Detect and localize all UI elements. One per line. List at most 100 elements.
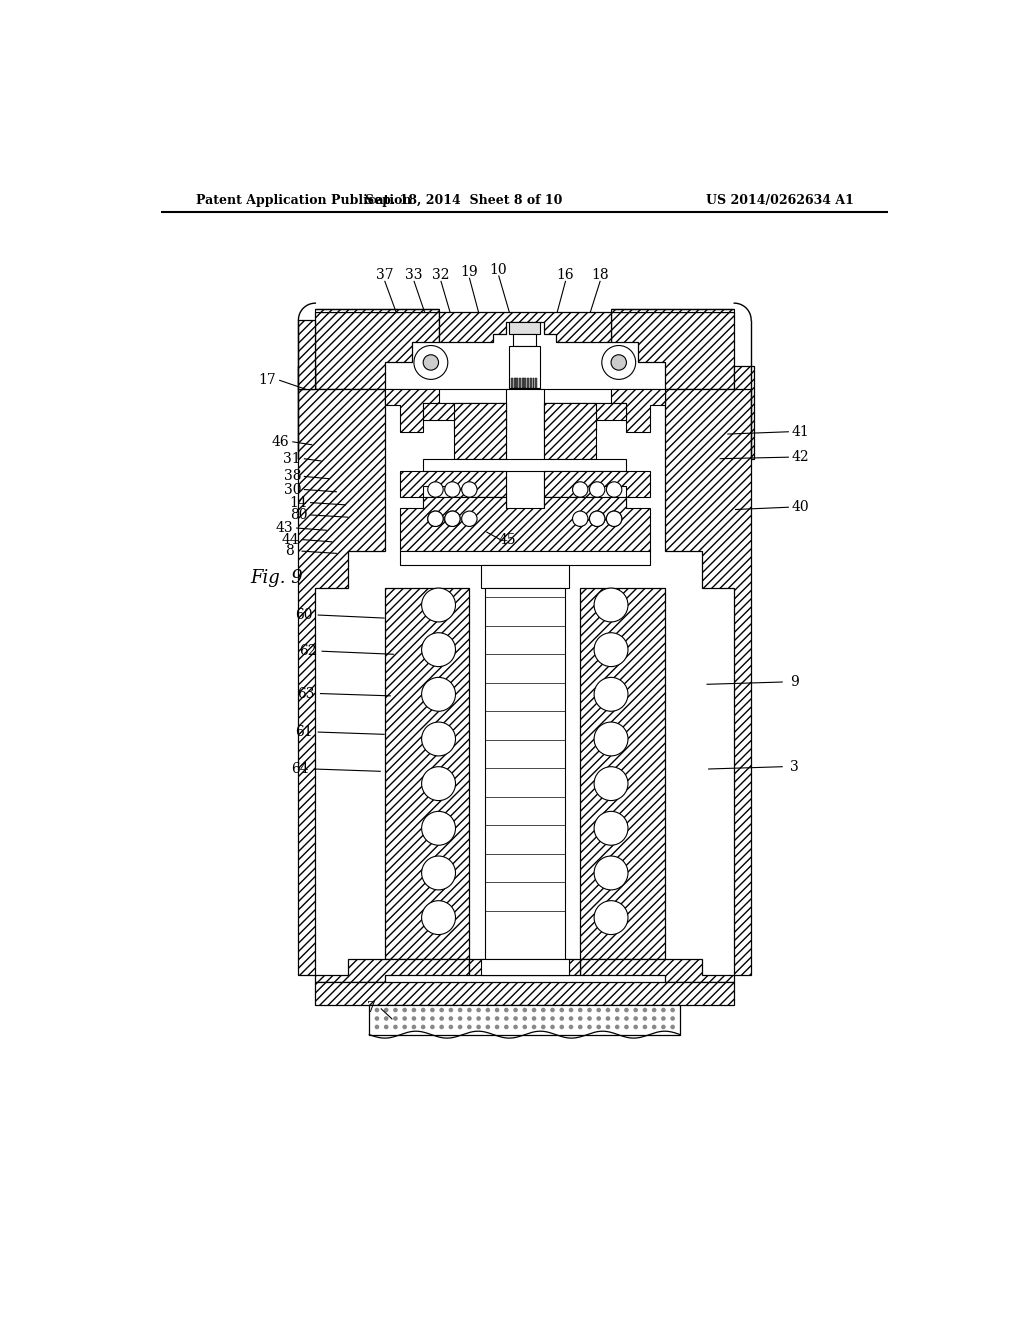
Bar [513, 334, 537, 346]
Circle shape [476, 1016, 481, 1020]
Circle shape [476, 1007, 481, 1012]
Circle shape [531, 1016, 537, 1020]
Circle shape [587, 1016, 592, 1020]
Circle shape [375, 1024, 379, 1030]
Circle shape [606, 511, 622, 527]
Circle shape [596, 1007, 601, 1012]
Bar [527, 378, 529, 388]
Circle shape [449, 1024, 454, 1030]
Circle shape [422, 900, 456, 935]
Circle shape [375, 1016, 379, 1020]
Text: 61: 61 [295, 725, 312, 739]
Text: 19: 19 [461, 265, 478, 280]
Circle shape [614, 1016, 620, 1020]
Text: 41: 41 [792, 425, 809, 438]
Bar [423, 459, 627, 471]
Circle shape [662, 1007, 666, 1012]
Circle shape [522, 1024, 527, 1030]
Circle shape [485, 1024, 490, 1030]
Polygon shape [298, 321, 315, 389]
Text: 60: 60 [295, 609, 312, 622]
Circle shape [671, 1024, 675, 1030]
Text: 18: 18 [592, 268, 609, 282]
Polygon shape [315, 309, 438, 313]
Bar [481, 960, 568, 974]
Circle shape [439, 1024, 444, 1030]
Text: Fig. 9: Fig. 9 [250, 569, 303, 587]
Circle shape [662, 1024, 666, 1030]
Bar [516, 378, 518, 388]
Text: 3: 3 [790, 760, 799, 774]
Circle shape [467, 1024, 472, 1030]
Polygon shape [544, 471, 649, 498]
Circle shape [393, 1024, 397, 1030]
Text: Sep. 18, 2014  Sheet 8 of 10: Sep. 18, 2014 Sheet 8 of 10 [365, 194, 562, 207]
Circle shape [485, 1016, 490, 1020]
Circle shape [513, 1016, 518, 1020]
Bar [511, 378, 513, 388]
Circle shape [594, 767, 628, 800]
Circle shape [495, 1007, 500, 1012]
Polygon shape [665, 389, 752, 974]
Circle shape [414, 346, 447, 379]
Text: 37: 37 [376, 268, 393, 282]
Circle shape [614, 1024, 620, 1030]
Circle shape [504, 1007, 509, 1012]
Circle shape [531, 1024, 537, 1030]
Circle shape [590, 511, 605, 527]
Circle shape [578, 1007, 583, 1012]
Circle shape [375, 1007, 379, 1012]
Circle shape [462, 511, 477, 527]
Circle shape [662, 1016, 666, 1020]
Bar [315, 982, 734, 1006]
Bar [469, 960, 581, 974]
Circle shape [559, 1007, 564, 1012]
Bar [481, 565, 568, 589]
Circle shape [428, 511, 443, 527]
Text: 10: 10 [489, 263, 508, 277]
Circle shape [541, 1007, 546, 1012]
Circle shape [449, 1007, 454, 1012]
Text: 8: 8 [286, 544, 294, 558]
Circle shape [606, 482, 622, 498]
Circle shape [422, 589, 456, 622]
Circle shape [422, 677, 456, 711]
Circle shape [402, 1007, 407, 1012]
Text: 42: 42 [792, 450, 809, 465]
Circle shape [550, 1024, 555, 1030]
Circle shape [421, 1024, 425, 1030]
Circle shape [513, 1024, 518, 1030]
Text: 31: 31 [284, 451, 301, 466]
Polygon shape [298, 389, 385, 974]
Text: 38: 38 [284, 470, 301, 483]
Circle shape [412, 1016, 416, 1020]
Circle shape [594, 900, 628, 935]
Circle shape [467, 1007, 472, 1012]
Polygon shape [611, 309, 734, 313]
Text: 30: 30 [284, 483, 301, 496]
Circle shape [428, 511, 443, 527]
Circle shape [550, 1016, 555, 1020]
Circle shape [594, 589, 628, 622]
Circle shape [559, 1024, 564, 1030]
Circle shape [634, 1024, 638, 1030]
Circle shape [625, 1016, 629, 1020]
Text: 16: 16 [557, 268, 574, 282]
Circle shape [611, 355, 627, 370]
Text: 14: 14 [290, 495, 307, 510]
Text: 63: 63 [297, 686, 314, 701]
Circle shape [423, 355, 438, 370]
Circle shape [671, 1016, 675, 1020]
Circle shape [559, 1016, 564, 1020]
Circle shape [541, 1024, 546, 1030]
Circle shape [531, 1007, 537, 1012]
Circle shape [402, 1016, 407, 1020]
Bar [529, 378, 531, 388]
Circle shape [605, 1007, 610, 1012]
Circle shape [568, 1016, 573, 1020]
Polygon shape [315, 313, 438, 389]
Bar [509, 322, 541, 334]
Polygon shape [400, 471, 506, 498]
Text: 43: 43 [275, 521, 293, 535]
Circle shape [550, 1007, 555, 1012]
